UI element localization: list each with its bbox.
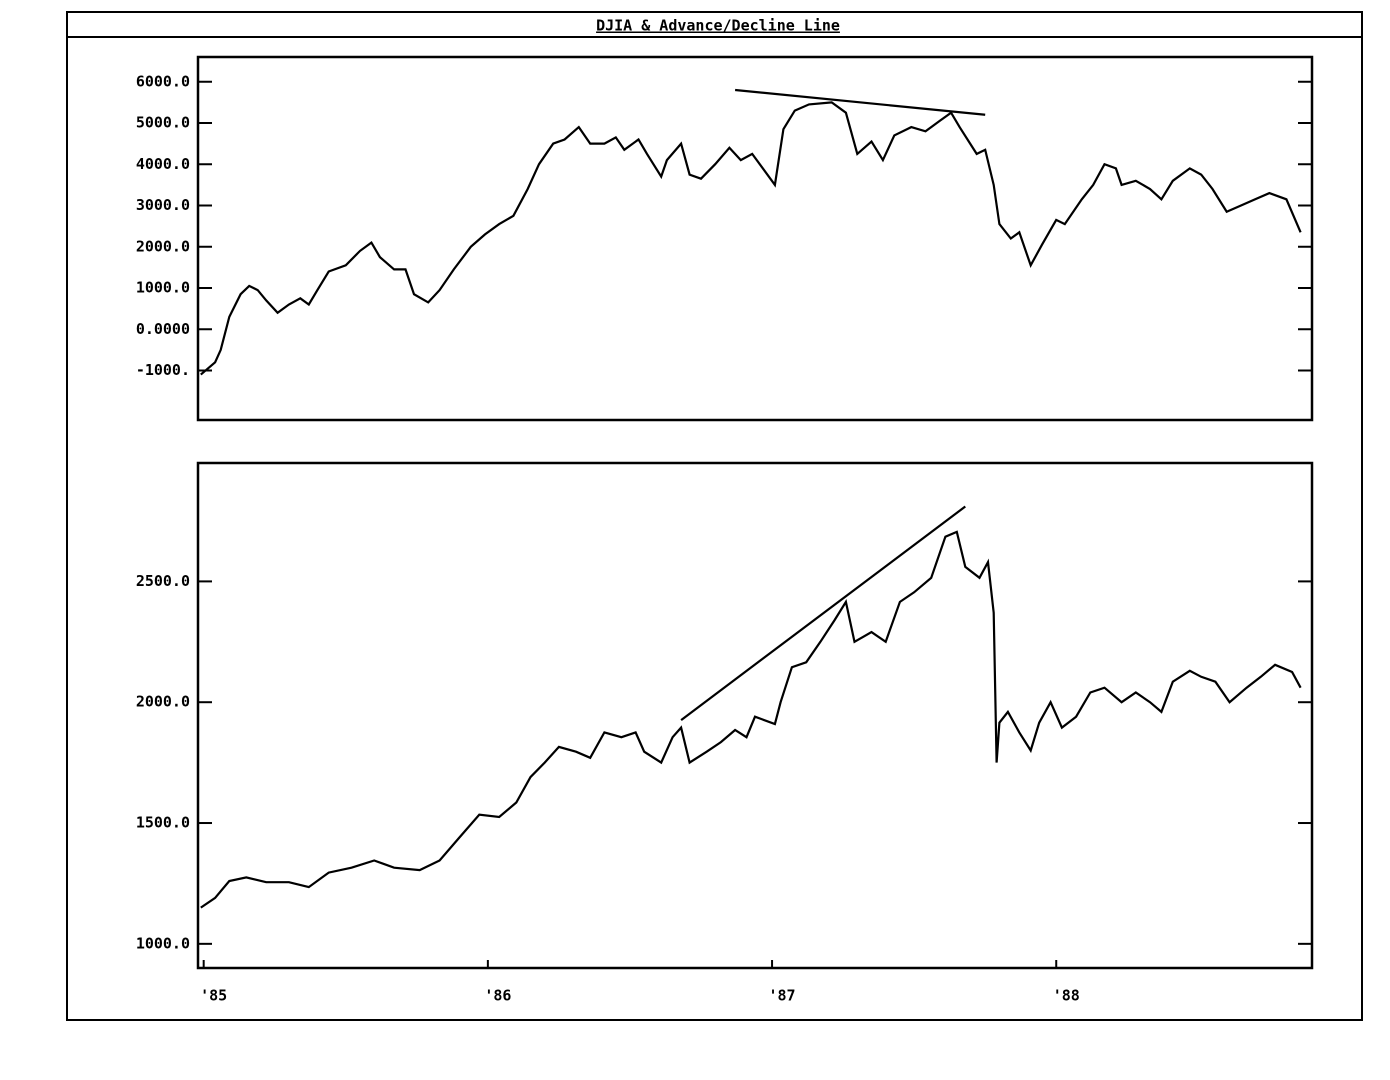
x-tick-label: '87 (769, 987, 796, 1005)
y-tick-label: 2000.0 (136, 237, 190, 255)
plot-frame (196, 55, 1314, 422)
outer-frame (66, 11, 1363, 1021)
x-tick-label: '86 (484, 987, 511, 1005)
y-tick-label: 3000.0 (136, 196, 190, 214)
data-line (200, 530, 1302, 909)
y-tick-label: -1000. (136, 361, 190, 379)
x-tick-label: '88 (1053, 987, 1080, 1005)
data-line (200, 101, 1302, 376)
y-tick-label: 2500.0 (136, 572, 190, 590)
y-tick-label: 2000.0 (136, 693, 190, 711)
y-tick-label: 1000.0 (136, 279, 190, 297)
y-tick-label: 5000.0 (136, 114, 190, 132)
y-tick-label: 1500.0 (136, 814, 190, 832)
plot-frame (196, 461, 1314, 970)
y-tick-label: 1000.0 (136, 934, 190, 952)
chart-title: DJIA & Advance/Decline Line (596, 17, 840, 35)
trend-line (734, 88, 986, 116)
trend-line (680, 505, 966, 721)
y-tick-label: 0.0000 (136, 320, 190, 338)
y-tick-label: 4000.0 (136, 155, 190, 173)
y-tick-label: 6000.0 (136, 72, 190, 90)
x-tick-label: '85 (200, 987, 227, 1005)
